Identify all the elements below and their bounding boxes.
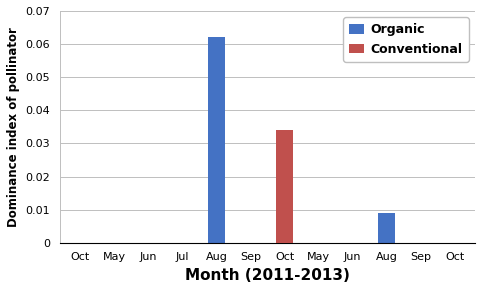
Bar (378, 213, 395, 243)
Y-axis label: Dominance index of pollinator: Dominance index of pollinator (7, 27, 20, 227)
Legend: Organic, Conventional: Organic, Conventional (343, 17, 469, 62)
Bar (276, 130, 293, 243)
X-axis label: Month (2011-2013): Month (2011-2013) (185, 268, 350, 283)
Bar (276, 200, 293, 243)
Bar (208, 37, 225, 243)
